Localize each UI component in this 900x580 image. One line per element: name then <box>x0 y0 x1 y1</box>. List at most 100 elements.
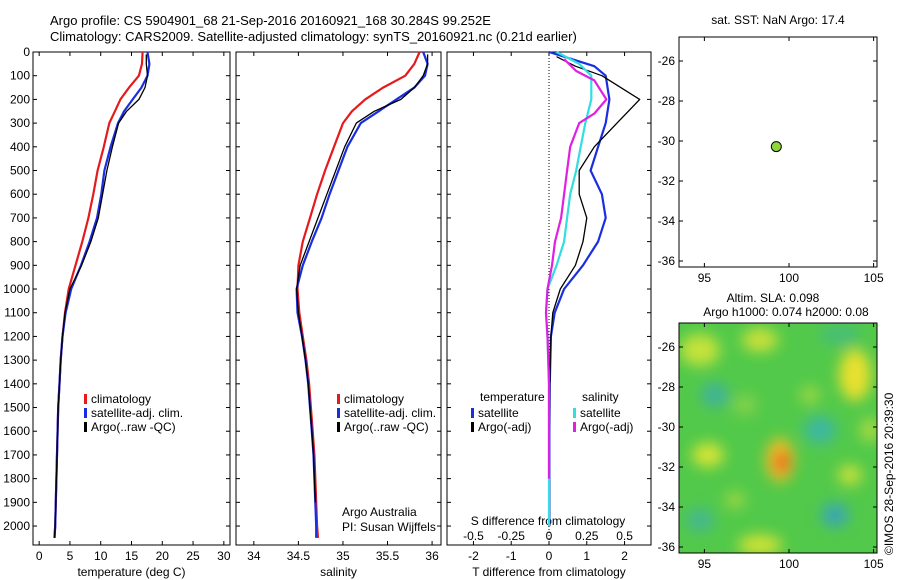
differences-xtick-label: 2 <box>621 549 628 563</box>
legend-swatch <box>337 422 340 432</box>
location-ytick-label: -36 <box>658 254 676 268</box>
temperature-ytick-label: 900 <box>10 258 30 272</box>
location-xtick-label: 95 <box>698 271 712 285</box>
legend-entry-label: satellite-adj. clim. <box>344 406 436 420</box>
figure-title-line-2: Climatology: CARS2009. Satellite-adjuste… <box>50 29 577 44</box>
salinity-series-line <box>295 54 429 503</box>
temperature-panel: 0 5 10 15 20 25 300100200300400500600700800900… <box>3 45 231 579</box>
legend-swatch <box>573 408 576 418</box>
temperature-xtick-label: 15 <box>125 549 139 563</box>
sla-ytick-label: -28 <box>658 380 676 394</box>
temperature-xlabel: temperature (deg C) <box>77 565 185 579</box>
legend-entry-label: Argo(-adj) <box>478 420 531 434</box>
legend-swatch <box>573 422 576 432</box>
temperature-xtick-label: 30 <box>217 549 231 563</box>
legend-entry-label: satellite <box>478 406 519 420</box>
legend-swatch <box>84 408 87 418</box>
location-ytick-label: -30 <box>658 134 676 148</box>
difference-top-tick-label: 0.25 <box>575 529 599 543</box>
temperature-ytick-label: 300 <box>10 116 30 130</box>
sla-ytick-label: -30 <box>658 420 676 434</box>
temperature-ytick-label: 0 <box>23 45 30 59</box>
temperature-ytick-label: 1800 <box>3 472 30 486</box>
location-title: sat. SST: NaN Argo: 17.4 <box>711 13 845 27</box>
location-axes-box <box>678 36 878 268</box>
temperature-series-line <box>53 51 144 538</box>
salinity-xlabel: salinity <box>320 565 357 579</box>
location-ytick-label: -26 <box>658 54 676 68</box>
sla-xtick-label: 100 <box>779 557 799 571</box>
temperature-ytick-label: 1200 <box>3 329 30 343</box>
location-xtick-label: 105 <box>864 271 884 285</box>
location-panel: 95 100 105 -26 -28 -30 -32 -34 -36 sat. SST: NaN … <box>658 13 884 285</box>
legend-swatch <box>337 394 340 404</box>
difference-top-tick-label: -0.5 <box>463 529 484 543</box>
temperature-ytick-label: 500 <box>10 164 30 178</box>
location-ytick-label: -32 <box>658 174 676 188</box>
sla-ytick-label: -34 <box>658 500 676 514</box>
location-xtick-label: 100 <box>779 271 799 285</box>
difference-top-tick-label: -0.25 <box>498 529 526 543</box>
legend-entry-label: satellite <box>580 406 621 420</box>
temperature-ytick-label: 1900 <box>3 495 30 509</box>
temperature-ytick-label: 1100 <box>4 306 30 320</box>
differences-xtick-label: 1 <box>583 549 590 563</box>
difference-legend-title-temperature: temperature <box>480 390 545 404</box>
temperature-series-line <box>53 54 149 538</box>
temperature-ytick-label: 1300 <box>3 353 30 367</box>
salinity-axes-box <box>235 51 442 546</box>
salinity-xtick-label: 35.5 <box>376 549 400 563</box>
sla-axes-box <box>678 322 878 554</box>
legend-entry-label: climatology <box>91 392 151 406</box>
temperature-ytick-label: 1000 <box>3 282 30 296</box>
difference-series-line <box>544 51 593 526</box>
temperature-xtick-label: 5 <box>67 549 74 563</box>
salinity-xtick-label: 34 <box>247 549 261 563</box>
differences-xtick-label: -1 <box>506 549 517 563</box>
temperature-ytick-label: 1600 <box>3 424 30 438</box>
temperature-ytick-label: 600 <box>10 187 30 201</box>
legend-swatch <box>337 408 340 418</box>
temperature-ytick-label: 100 <box>10 69 30 83</box>
sla-ytick-label: -32 <box>658 460 676 474</box>
sla-ytick-label: -26 <box>658 340 676 354</box>
temperature-xtick-label: 10 <box>94 549 108 563</box>
sla-xtick-label: 105 <box>864 557 884 571</box>
sla-title-line-2: Argo h1000: 0.074 h2000: 0.08 <box>703 305 869 319</box>
temperature-xtick-label: 0 <box>36 549 43 563</box>
sla-xtick-label: 95 <box>698 557 712 571</box>
legend-swatch <box>84 422 87 432</box>
temperature-xtick-label: 20 <box>156 549 170 563</box>
temperature-axes-box <box>32 51 231 546</box>
sla-ytick-label: -36 <box>658 540 676 554</box>
difference-legend-title-salinity: salinity <box>582 390 619 404</box>
difference-series-line <box>544 58 608 479</box>
legend-entry-label: Argo(..raw -QC) <box>91 420 176 434</box>
float-location-marker <box>770 141 782 153</box>
salinity-xtick-label: 34.5 <box>287 549 311 563</box>
sla-panel: 95 100 105 -26 -28 -30 -32 -34 -36 Altim. SLA: 0.… <box>658 291 884 571</box>
temperature-ytick-label: 1400 <box>3 377 30 391</box>
location-ytick-label: -28 <box>658 94 676 108</box>
legend-entry-label: climatology <box>344 392 404 406</box>
legend-entry-label: satellite-adj. clim. <box>91 406 183 420</box>
temperature-ytick-label: 400 <box>10 140 30 154</box>
copyright-label: ©IMOS 28-Sep-2016 20:39:30 <box>882 392 896 555</box>
sla-heatmap <box>679 323 877 553</box>
temperature-ytick-label: 200 <box>10 92 30 106</box>
legend-swatch <box>471 408 474 418</box>
temperature-xtick-label: 25 <box>186 549 200 563</box>
salinity-annotation-line-1: Argo Australia <box>342 505 417 519</box>
temperature-ytick-label: 2000 <box>3 519 30 533</box>
salinity-series-line <box>295 51 429 538</box>
temperature-ytick-label: 800 <box>10 235 30 249</box>
legend-entry-label: Argo(-adj) <box>580 420 633 434</box>
sla-title-line-1: Altim. SLA: 0.098 <box>727 291 820 305</box>
differences-xlabel: T difference from climatology <box>472 565 626 579</box>
location-ytick-label: -34 <box>658 214 676 228</box>
differences-xtick-label: 0 <box>546 549 553 563</box>
temperature-ytick-label: 700 <box>10 211 30 225</box>
legend-swatch <box>84 394 87 404</box>
salinity-xtick-label: 36 <box>425 549 439 563</box>
